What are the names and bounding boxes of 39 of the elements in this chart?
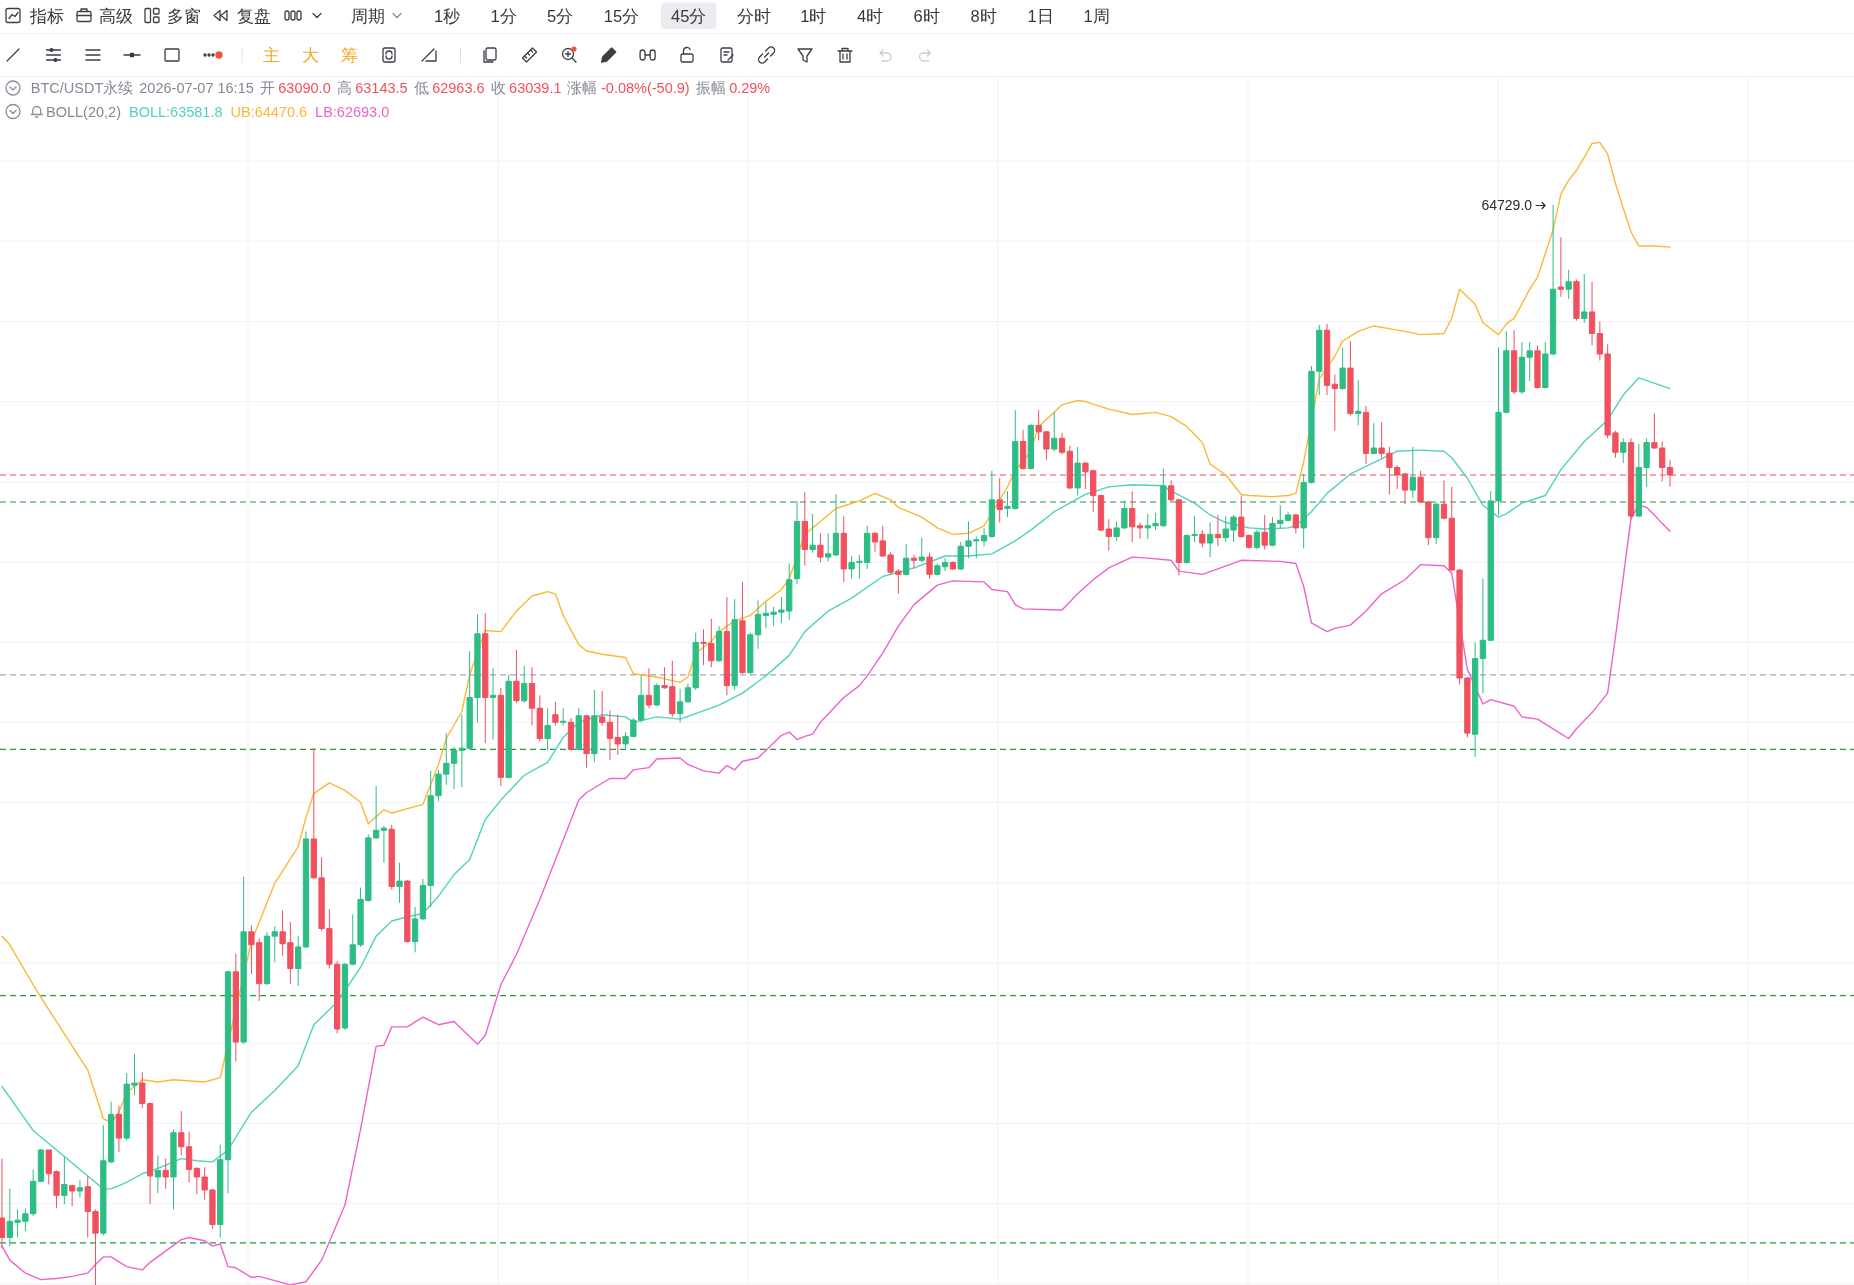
- text: 1时: [800, 6, 827, 25]
- text: 分时: [737, 6, 771, 25]
- text: 涨幅: [567, 80, 598, 96]
- text: 1周: [1083, 6, 1110, 25]
- text: 1分: [490, 6, 517, 25]
- text: 6时: [913, 6, 940, 25]
- text: 低: [413, 80, 429, 96]
- text: 2026-07-07 16:15: [139, 80, 254, 96]
- text: 62963.6: [432, 80, 485, 96]
- text: 振幅: [695, 80, 726, 96]
- text: 指标: [28, 6, 64, 25]
- text: 5分: [546, 6, 574, 25]
- text: 多窗: [167, 6, 201, 25]
- text: 开: [259, 80, 275, 96]
- annotation: 64729.0: [1481, 197, 1533, 213]
- text: 63039.1: [509, 80, 562, 96]
- text: 高级: [99, 6, 133, 25]
- text: 4时: [856, 6, 884, 25]
- text: 63143.5: [355, 80, 408, 96]
- text: 周期: [351, 6, 385, 25]
- text: 复盘: [236, 6, 271, 25]
- text: 筹: [340, 46, 358, 64]
- text: 15分: [603, 6, 640, 25]
- text: -0.08%(-50.9): [600, 80, 690, 96]
- text: 高: [336, 80, 352, 96]
- text: UB:64470.6: [230, 103, 308, 120]
- text: 63090.0: [278, 80, 331, 96]
- text: 主: [262, 46, 280, 64]
- text: 1秒: [433, 6, 461, 25]
- text: 45分: [671, 6, 707, 25]
- text: 大: [301, 46, 319, 64]
- text: BOLL:63581.8: [128, 103, 223, 120]
- text: 收: [490, 80, 506, 96]
- text: LB:62693.0: [315, 103, 390, 120]
- text: BTC/USDT永续: [30, 80, 134, 96]
- text: 8时: [970, 6, 997, 25]
- text: BOLL(20,2): [46, 103, 121, 120]
- text: 0.29%: [729, 80, 771, 96]
- text: 1日: [1027, 6, 1054, 25]
